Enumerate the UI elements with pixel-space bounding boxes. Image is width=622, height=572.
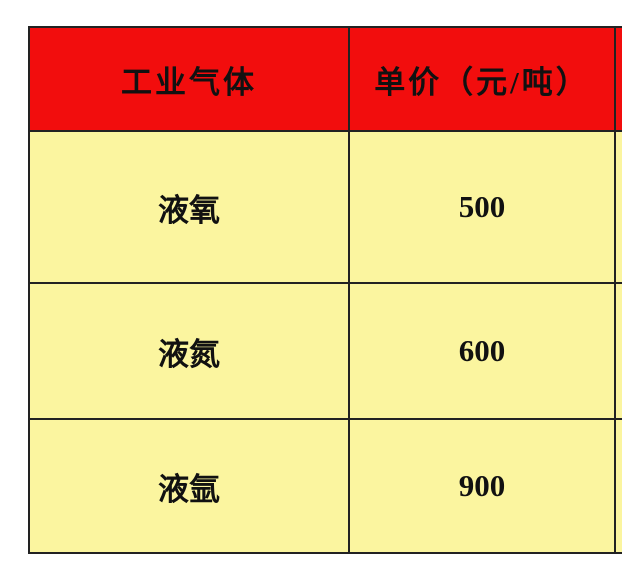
table-cell: 500 (348, 130, 616, 284)
header-cell-partial (614, 26, 622, 132)
header-cell: 工业气体 (28, 26, 350, 132)
table-cell: 600 (348, 282, 616, 420)
table-cell: 液氮 (28, 282, 350, 420)
table-cell-partial (614, 282, 622, 420)
table-cell-partial (614, 418, 622, 554)
table-cell-partial (614, 130, 622, 284)
header-cell: 单价（元/吨） (348, 26, 616, 132)
table-cell: 液氧 (28, 130, 350, 284)
table-cell: 900 (348, 418, 616, 554)
table-cell: 液氩 (28, 418, 350, 554)
